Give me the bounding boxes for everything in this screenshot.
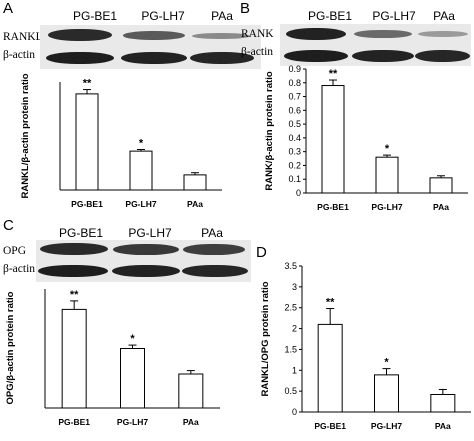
protein-band bbox=[40, 243, 108, 255]
blot-row-label: RANKL bbox=[3, 31, 43, 43]
lane-label: PG-LH7 bbox=[128, 226, 172, 240]
protein-band bbox=[121, 52, 187, 64]
category-label: PG-LH7 bbox=[125, 199, 156, 209]
y-axis-label: RANKL/β-actin protein ratio bbox=[20, 73, 31, 198]
protein-band bbox=[46, 52, 114, 64]
bar bbox=[317, 323, 343, 413]
category-label: PG-LH7 bbox=[371, 421, 402, 431]
lane-label: PG-LH7 bbox=[141, 9, 185, 23]
lane-label: PG-BE1 bbox=[307, 9, 352, 23]
y-tick-label: 0.2 bbox=[288, 160, 301, 170]
lane-label: PAa bbox=[211, 9, 233, 23]
y-tick-label: 0.3 bbox=[288, 147, 301, 157]
category-label: PAa bbox=[433, 202, 449, 212]
protein-band bbox=[183, 244, 245, 255]
panel-letter: D bbox=[256, 244, 267, 261]
protein-band bbox=[284, 50, 348, 62]
category-label: PAa bbox=[187, 199, 203, 209]
panel-letter: B bbox=[240, 0, 251, 17]
category-label: PG-BE1 bbox=[314, 421, 346, 431]
lane-label: PG-LH7 bbox=[372, 9, 416, 23]
category-label: PG-LH7 bbox=[371, 202, 402, 212]
significance-marker: ** bbox=[329, 68, 338, 80]
y-tick-label: 0.7 bbox=[288, 92, 301, 102]
category-label: PG-BE1 bbox=[58, 417, 90, 427]
y-tick-label: 1 bbox=[292, 365, 297, 375]
protein-band bbox=[190, 52, 254, 64]
y-tick-label: 0.4 bbox=[288, 133, 301, 143]
y-tick-label: 0.1 bbox=[288, 174, 301, 184]
significance-marker: ** bbox=[83, 78, 92, 90]
protein-band bbox=[182, 265, 248, 277]
lane-label: PG-BE1 bbox=[58, 226, 103, 240]
blot-row-label: OPG bbox=[3, 245, 27, 257]
y-tick-label: 0.5 bbox=[288, 119, 301, 129]
protein-band bbox=[192, 33, 250, 39]
blot-row-label: β-actin bbox=[3, 49, 36, 61]
y-axis-label: OPG/β-actin protein ratio bbox=[5, 291, 16, 404]
y-tick-label: 2 bbox=[292, 324, 297, 334]
protein-band bbox=[113, 244, 179, 255]
significance-marker: ** bbox=[326, 297, 335, 309]
protein-band bbox=[123, 31, 185, 40]
y-tick-label: 1.5 bbox=[284, 344, 297, 354]
y-tick-label: 2.5 bbox=[284, 303, 297, 313]
significance-marker: * bbox=[384, 357, 389, 369]
significance-marker: ** bbox=[70, 289, 79, 301]
y-axis-label: RANK/β-actin protein ratio bbox=[264, 71, 275, 190]
category-label: PAa bbox=[183, 417, 199, 427]
blot-row-label: β-actin bbox=[241, 46, 274, 58]
protein-band bbox=[418, 31, 468, 37]
y-tick-label: 3 bbox=[292, 282, 297, 292]
blot-row-label: RANK bbox=[241, 28, 274, 40]
lane-label: PAa bbox=[433, 9, 455, 23]
y-tick-label: 3.5 bbox=[284, 261, 297, 271]
bar bbox=[374, 374, 399, 413]
category-label: PG-LH7 bbox=[117, 417, 148, 427]
y-tick-label: 0 bbox=[292, 407, 297, 417]
protein-band bbox=[112, 265, 180, 277]
y-tick-label: 0 bbox=[296, 188, 301, 198]
blot-row-label: β-actin bbox=[3, 263, 36, 275]
y-axis-label: RANKL/OPG protein ratio bbox=[260, 281, 271, 396]
significance-marker: * bbox=[139, 138, 144, 150]
panel-letter: A bbox=[3, 0, 14, 17]
protein-band bbox=[415, 50, 470, 62]
lane-label: PG-BE1 bbox=[72, 9, 117, 23]
category-label: PG-BE1 bbox=[71, 199, 103, 209]
bar bbox=[430, 393, 456, 413]
protein-band bbox=[286, 28, 346, 40]
y-tick-label: 0.5 bbox=[284, 386, 297, 396]
bar bbox=[120, 348, 145, 409]
category-label: PAa bbox=[435, 421, 451, 431]
protein-band bbox=[354, 30, 412, 38]
protein-band bbox=[38, 265, 108, 277]
y-tick-label: 0.6 bbox=[288, 105, 301, 115]
panel-letter: C bbox=[3, 217, 14, 234]
significance-marker: * bbox=[385, 143, 390, 155]
y-tick-label: 0.9 bbox=[288, 64, 301, 74]
y-tick-label: 0.8 bbox=[288, 78, 301, 88]
lane-label: PAa bbox=[201, 226, 223, 240]
category-label: PG-BE1 bbox=[317, 202, 349, 212]
protein-band bbox=[352, 50, 414, 62]
significance-marker: * bbox=[130, 333, 135, 345]
protein-band bbox=[48, 29, 112, 41]
